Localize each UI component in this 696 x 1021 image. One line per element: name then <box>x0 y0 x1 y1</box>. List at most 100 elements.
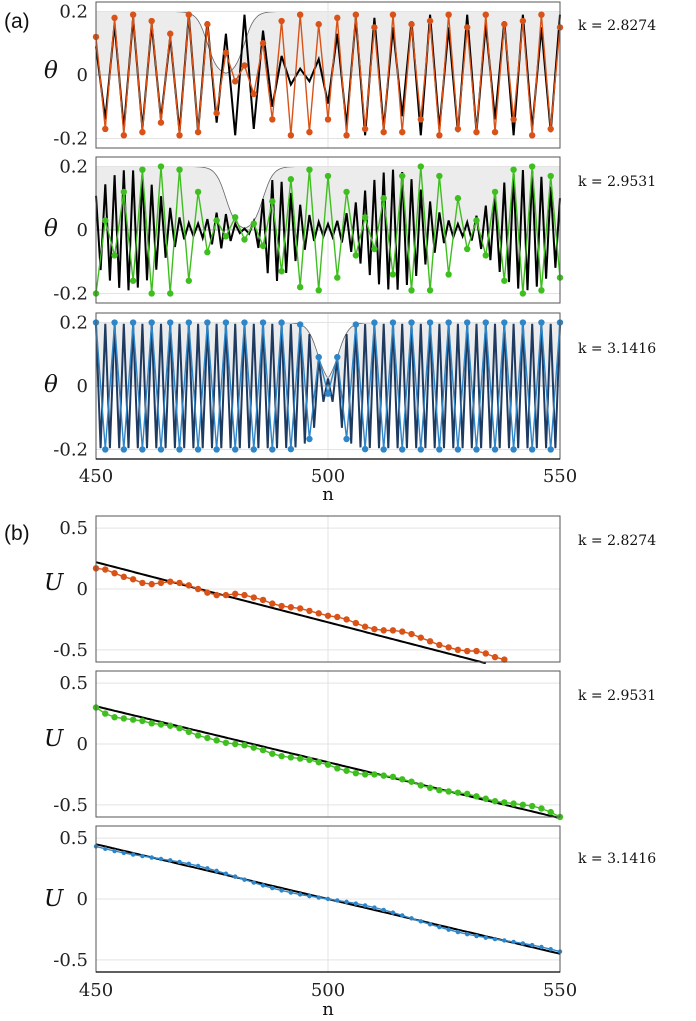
data-point <box>194 446 202 453</box>
data-point <box>287 754 295 761</box>
data-point <box>473 793 480 800</box>
data-point <box>325 896 331 902</box>
data-point <box>259 596 267 604</box>
data-point <box>140 853 145 859</box>
data-point <box>250 90 257 98</box>
data-point <box>324 761 332 768</box>
data-point <box>185 319 192 326</box>
data-point <box>529 942 535 948</box>
data-point <box>139 579 146 587</box>
data-point <box>158 856 164 862</box>
data-point <box>501 277 508 284</box>
data-point <box>167 722 174 729</box>
data-point <box>149 855 154 860</box>
data-point <box>315 759 322 766</box>
data-point <box>259 319 267 326</box>
data-point <box>102 125 109 133</box>
data-point <box>269 750 276 757</box>
plot-frame <box>95 670 561 818</box>
data-point <box>269 446 276 453</box>
data-point <box>259 746 267 754</box>
data-point <box>454 446 462 453</box>
data-point <box>482 319 489 326</box>
series-line-continuous <box>95 323 561 449</box>
panel-label-a: (a) <box>4 10 30 33</box>
data-point <box>185 277 192 284</box>
data-point <box>213 446 220 453</box>
data-point <box>168 858 173 863</box>
data-point <box>306 756 313 764</box>
x-tick-a-450: 450 <box>79 466 113 487</box>
data-point <box>352 252 360 259</box>
data-point <box>426 17 434 25</box>
data-point <box>129 277 137 284</box>
data-point <box>287 176 295 183</box>
y-axis-label-b1: U <box>44 570 65 596</box>
data-point <box>194 188 202 196</box>
panel-6: 0.5 0 -0.5 <box>53 825 563 973</box>
data-point <box>222 49 230 56</box>
data-point <box>111 14 118 22</box>
data-point <box>120 573 128 581</box>
data-point <box>103 846 108 852</box>
data-point <box>389 627 397 634</box>
data-point <box>502 938 507 943</box>
data-point <box>222 233 230 240</box>
data-point <box>547 808 554 816</box>
y-tick-label: -0.2 <box>53 283 88 304</box>
data-point <box>306 128 313 136</box>
data-point <box>436 172 443 180</box>
series-line-continuous <box>95 561 487 665</box>
data-point <box>167 319 174 326</box>
data-point <box>426 287 434 294</box>
y-tick-label: 0 <box>77 220 88 241</box>
data-point <box>296 11 304 18</box>
data-point <box>102 217 109 224</box>
y-tick-label: 0 <box>77 579 88 600</box>
data-point <box>121 850 127 856</box>
data-point <box>436 641 443 649</box>
data-point <box>334 14 341 22</box>
data-point <box>473 647 480 655</box>
data-point <box>408 630 415 638</box>
data-point <box>464 24 471 31</box>
data-point <box>464 790 471 798</box>
data-point <box>241 236 248 243</box>
data-point <box>148 319 155 326</box>
data-point <box>232 78 239 85</box>
data-point <box>296 283 304 291</box>
data-point <box>380 128 387 136</box>
data-point <box>194 585 202 593</box>
data-point <box>120 132 128 139</box>
data-point <box>426 638 434 645</box>
data-point <box>399 172 406 180</box>
data-point <box>148 290 155 297</box>
data-point <box>352 11 360 18</box>
data-point <box>176 166 183 173</box>
data-point <box>176 579 183 587</box>
data-point <box>343 188 350 196</box>
k-label-a3: k = 3.1416 <box>578 341 656 357</box>
data-point <box>491 446 499 453</box>
data-point <box>547 172 554 180</box>
data-point <box>204 249 211 256</box>
data-point <box>454 789 462 796</box>
data-point <box>352 619 360 627</box>
data-point <box>167 290 174 297</box>
data-point <box>538 11 545 18</box>
y-tick-label: 0 <box>77 376 88 397</box>
data-point <box>222 319 230 326</box>
data-point <box>194 128 202 136</box>
data-point <box>316 895 321 900</box>
data-point <box>482 11 489 18</box>
data-point <box>454 125 462 133</box>
data-point <box>157 119 165 126</box>
data-point <box>120 446 128 453</box>
data-point <box>353 901 359 906</box>
k-label-b3: k = 3.1416 <box>578 851 656 867</box>
data-point <box>213 737 220 744</box>
y-tick-label: 0.2 <box>59 157 88 178</box>
data-point <box>400 913 405 918</box>
data-point <box>361 445 369 453</box>
data-point <box>288 890 294 895</box>
